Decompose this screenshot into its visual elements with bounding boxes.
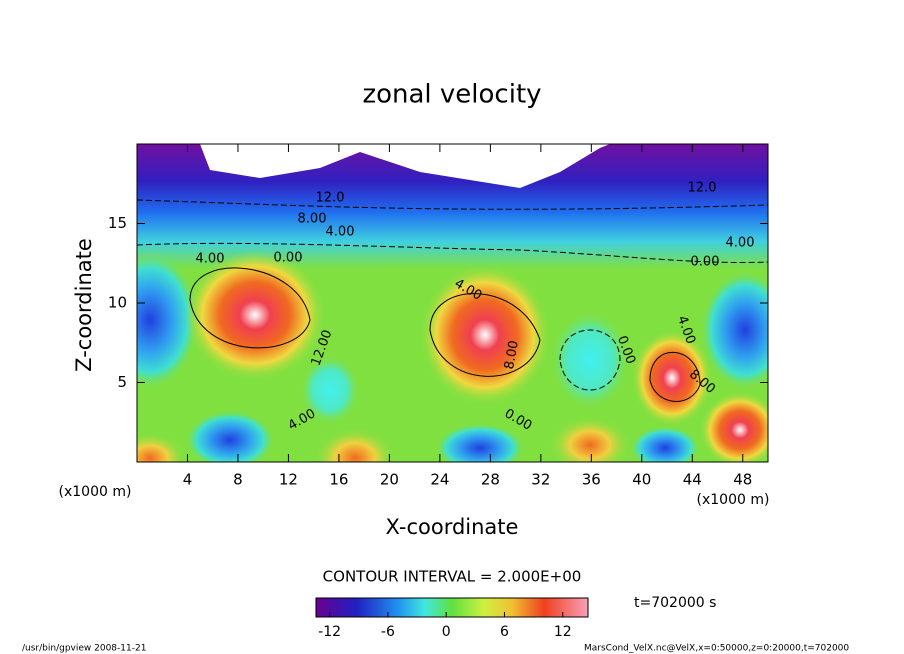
contour-interval: CONTOUR INTERVAL = 2.000E+00 xyxy=(323,568,582,586)
x-tick-label: 32 xyxy=(531,471,550,489)
colorbar-tick-label: 6 xyxy=(500,624,509,640)
colorbar-tick-label: 0 xyxy=(442,624,451,640)
contour-label: 4.00 xyxy=(196,252,225,267)
contour-label: 8.00 xyxy=(502,339,522,370)
y-tick-label: 5 xyxy=(117,373,127,391)
x-tick-label: 48 xyxy=(733,471,752,489)
chart-title: zonal velocity xyxy=(362,80,541,110)
colorbar-tick-label: 12 xyxy=(554,624,572,640)
x-tick-label: 44 xyxy=(683,471,702,489)
x-tick-label: 16 xyxy=(329,471,348,489)
footer-left: /usr/bin/gpview 2008-11-21 xyxy=(22,644,146,654)
y-tick-label: 10 xyxy=(108,294,127,312)
contour-label: 4.00 xyxy=(726,236,755,251)
x-tick-label: 24 xyxy=(430,471,449,489)
footer-right: MarsCond_VelX.nc@VelX,x=0:50000,z=0:2000… xyxy=(584,644,849,654)
x-axis-label: X-coordinate xyxy=(386,515,519,539)
contour-label: 12.0 xyxy=(688,181,717,196)
x-tick-label: 8 xyxy=(233,471,243,489)
contour-label: 4.00 xyxy=(326,225,355,240)
x-tick-label: 36 xyxy=(582,471,601,489)
x-tick-label: 28 xyxy=(481,471,500,489)
contour-label: 0.00 xyxy=(691,255,720,270)
x-tick-label: 4 xyxy=(183,471,193,489)
x-tick-label: 40 xyxy=(632,471,651,489)
x-unit: (x1000 m) xyxy=(697,492,770,508)
contour-label: 8.00 xyxy=(298,212,327,227)
y-tick-label: 15 xyxy=(108,214,127,232)
colorbar-tick-label: -12 xyxy=(318,624,341,640)
contour-label: 0.00 xyxy=(274,251,303,266)
time-label: t=702000 s xyxy=(634,595,716,611)
x-unit: (x1000 m) xyxy=(59,484,132,500)
contour-label: 12.0 xyxy=(316,191,345,206)
x-tick-label: 12 xyxy=(279,471,298,489)
y-axis-label: Z-coordinate xyxy=(72,238,96,372)
x-tick-label: 20 xyxy=(380,471,399,489)
colorbar xyxy=(315,597,589,618)
contour-field xyxy=(137,144,768,462)
colorbar-tick-label: -6 xyxy=(381,624,395,640)
